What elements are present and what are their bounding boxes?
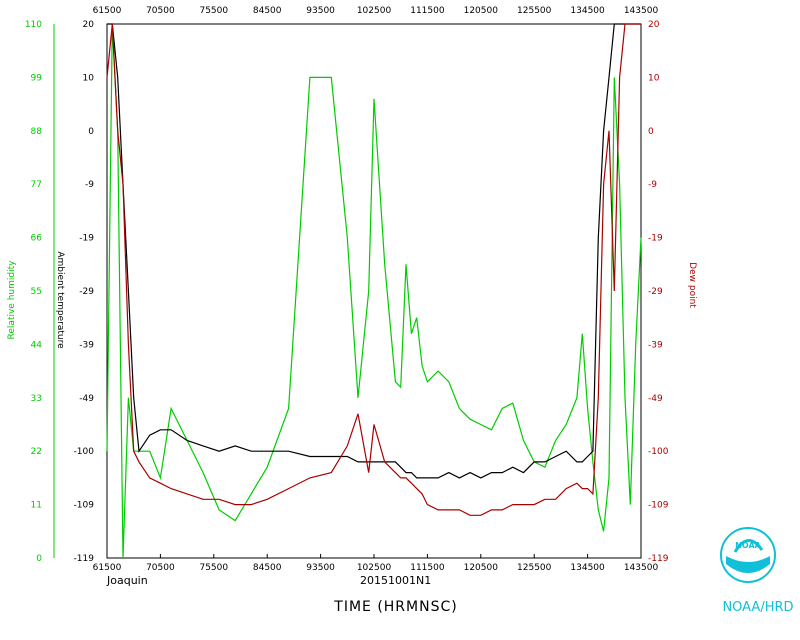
rh-tick-5: 55 xyxy=(31,287,42,297)
dew-axis-label: Dew point xyxy=(687,262,697,308)
dew-tick-5: -29 xyxy=(648,287,663,297)
rh-tick-6: 66 xyxy=(31,234,43,244)
dew-tick-4: -39 xyxy=(648,340,663,350)
dew-tick-3: -49 xyxy=(648,394,663,404)
x-tick-top-7: 120500 xyxy=(464,6,499,16)
temp-tick-7: -9 xyxy=(85,180,94,190)
x-tick-top-10: 143500 xyxy=(624,6,659,16)
x-tick-top-6: 111500 xyxy=(410,6,445,16)
top-x-tick-labels: 61500 70500 75500 84500 93500 102500 111500 120… xyxy=(93,6,659,16)
x-tick-bottom-2: 75500 xyxy=(199,563,228,573)
rh-tick-9: 99 xyxy=(31,73,43,83)
series-lines xyxy=(106,23,642,559)
noaa-logo-icon: NOAA xyxy=(720,527,776,583)
temp-tick-0: -119 xyxy=(74,554,95,564)
rh-tick-8: 88 xyxy=(31,127,43,137)
org-label: NOAA/HRD xyxy=(722,600,793,615)
dew-tick-6: -19 xyxy=(648,234,663,244)
temp-tick-5: -29 xyxy=(79,287,94,297)
x-tick-bottom-7: 120500 xyxy=(464,563,499,573)
rh-tick-1: 11 xyxy=(31,501,42,511)
x-tick-bottom-10: 143500 xyxy=(624,563,659,573)
x-tick-bottom-5: 102500 xyxy=(357,563,392,573)
rh-axis-ticks: 0 11 22 33 44 55 66 77 88 99 110 xyxy=(25,20,55,564)
rh-tick-10: 110 xyxy=(25,20,42,30)
temp-tick-1: -109 xyxy=(74,501,95,511)
x-tick-bottom-9: 134500 xyxy=(570,563,605,573)
x-tick-bottom-3: 84500 xyxy=(253,563,282,573)
dew-axis-ticks: -119 -109 -100 -49 -39 -29 -19 -9 0 10 20 xyxy=(648,20,669,564)
x-tick-top-4: 93500 xyxy=(306,6,335,16)
bottom-x-tick-labels: 61500 70500 75500 84500 93500 102500 111500 120… xyxy=(93,554,659,573)
logo-text: NOAA xyxy=(735,541,761,550)
x-tick-top-9: 134500 xyxy=(570,6,605,16)
x-tick-bottom-1: 70500 xyxy=(146,563,175,573)
x-axis-title: TIME (HRMNSC) xyxy=(333,599,457,615)
series-line-1 xyxy=(107,23,641,479)
dew-tick-8: 0 xyxy=(648,127,654,137)
flight-id: 20151001N1 xyxy=(360,574,431,587)
rh-tick-4: 44 xyxy=(31,340,43,350)
temp-tick-4: -39 xyxy=(79,340,94,350)
rh-tick-7: 77 xyxy=(31,180,42,190)
x-tick-top-2: 75500 xyxy=(199,6,228,16)
rh-tick-3: 33 xyxy=(31,394,42,404)
dew-tick-1: -109 xyxy=(648,501,669,511)
x-tick-bottom-6: 111500 xyxy=(410,563,445,573)
x-tick-bottom-8: 125500 xyxy=(517,563,552,573)
dew-tick-7: -9 xyxy=(648,180,657,190)
rh-tick-0: 0 xyxy=(36,554,42,564)
temp-axis-ticks: -119 -109 -100 -49 -39 -29 -19 -9 0 10 20 xyxy=(74,20,95,564)
rh-axis-label: Relative humidity xyxy=(7,260,17,340)
storm-name: Joaquin xyxy=(106,574,148,587)
x-tick-top-0: 61500 xyxy=(93,6,122,16)
x-tick-top-8: 125500 xyxy=(517,6,552,16)
temp-tick-9: 10 xyxy=(83,73,95,83)
temp-tick-6: -19 xyxy=(79,234,94,244)
x-tick-bottom-4: 93500 xyxy=(306,563,335,573)
temp-tick-2: -100 xyxy=(74,447,95,457)
x-tick-top-5: 102500 xyxy=(357,6,392,16)
series-line-0 xyxy=(106,23,642,559)
x-tick-top-1: 70500 xyxy=(146,6,175,16)
x-tick-top-3: 84500 xyxy=(253,6,282,16)
dew-tick-0: -119 xyxy=(648,554,669,564)
series-line-2 xyxy=(106,23,641,516)
temp-axis-label: Ambient temperature xyxy=(55,251,65,349)
temp-tick-3: -49 xyxy=(79,394,94,404)
temp-tick-10: 20 xyxy=(83,20,95,30)
temp-tick-8: 0 xyxy=(88,127,94,137)
x-tick-bottom-0: 61500 xyxy=(93,563,122,573)
dew-tick-10: 20 xyxy=(648,20,660,30)
dew-tick-2: -100 xyxy=(648,447,669,457)
dew-tick-9: 10 xyxy=(648,73,660,83)
rh-tick-2: 22 xyxy=(31,447,42,457)
